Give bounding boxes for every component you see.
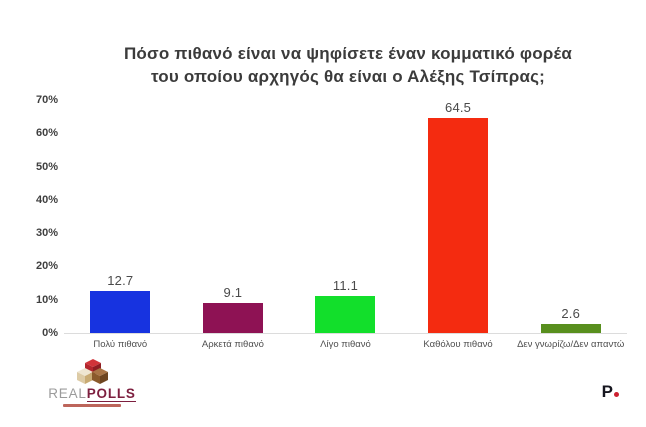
bar-slot-4: 2.6 Δεν γνωρίζω/Δεν απαντώ [514, 100, 627, 350]
bar-slot-0: 12.7 Πολύ πιθανό [64, 100, 177, 350]
bar-value-label: 11.1 [332, 278, 359, 294]
parapolitika-logo: P [602, 382, 619, 402]
bar-slot-3: 64.5 Καθόλου πιθανό [402, 100, 515, 350]
y-tick-label: 20% [35, 260, 58, 273]
chart-title-line1: Πόσο πιθανό είναι να ψηφίσετε έναν κομμα… [123, 44, 573, 63]
y-tick-label: 10% [35, 293, 58, 306]
parapolitika-letter: P [601, 382, 613, 401]
y-tick-label: 60% [35, 127, 58, 140]
bar-value-label: 9.1 [223, 284, 243, 300]
bar-slot-2: 11.1 Λίγο πιθανό [289, 100, 402, 350]
bar-3 [428, 118, 489, 333]
chart-title: Πόσο πιθανό είναι να ψηφίσετε έναν κομμα… [50, 42, 646, 88]
plot-area: 12.7 Πολύ πιθανό 9.1 Αρκετά πιθανό 11.1 Λίγο … [64, 100, 627, 350]
chart-title-line2: του οποίου αρχηγός θα είναι ο Αλέξης Τσί… [150, 67, 546, 86]
x-tick-label: Λίγο πιθανό [320, 339, 371, 350]
y-tick-label: 40% [35, 193, 58, 206]
y-tick-label: 50% [35, 160, 58, 173]
bar-value-label: 12.7 [107, 272, 134, 288]
x-tick-label: Αρκετά πιθανό [201, 339, 264, 350]
parapolitika-dot-icon [614, 392, 619, 397]
bar-value-label: 2.6 [561, 306, 580, 322]
y-tick-label: 70% [35, 94, 58, 106]
realpolls-cubes-icon [77, 359, 108, 384]
bar-value-label: 64.5 [445, 100, 472, 116]
realpolls-word-polls: POLLS [86, 386, 136, 402]
y-axis: 0% 10% 20% 30% 40% 50% 60% 70% [6, 94, 58, 339]
bar-2 [315, 296, 376, 333]
realpolls-tagline [63, 404, 121, 407]
y-tick-label: 30% [35, 227, 58, 240]
realpolls-word-real: REAL [48, 386, 87, 401]
x-tick-label: Πολύ πιθανό [93, 339, 148, 350]
bar-4 [540, 324, 601, 333]
realpolls-logo: REALPOLLS [44, 356, 140, 407]
x-tick-label: Καθόλου πιθανό [423, 339, 493, 350]
realpolls-wordmark: REALPOLLS [44, 386, 140, 402]
bar-slot-1: 9.1 Αρκετά πιθανό [177, 100, 290, 350]
x-tick-label: Δεν γνωρίζω/Δεν απαντώ [517, 339, 625, 350]
bar-0 [90, 290, 151, 333]
y-tick-label: 0% [42, 327, 58, 339]
bar-1 [202, 302, 263, 333]
